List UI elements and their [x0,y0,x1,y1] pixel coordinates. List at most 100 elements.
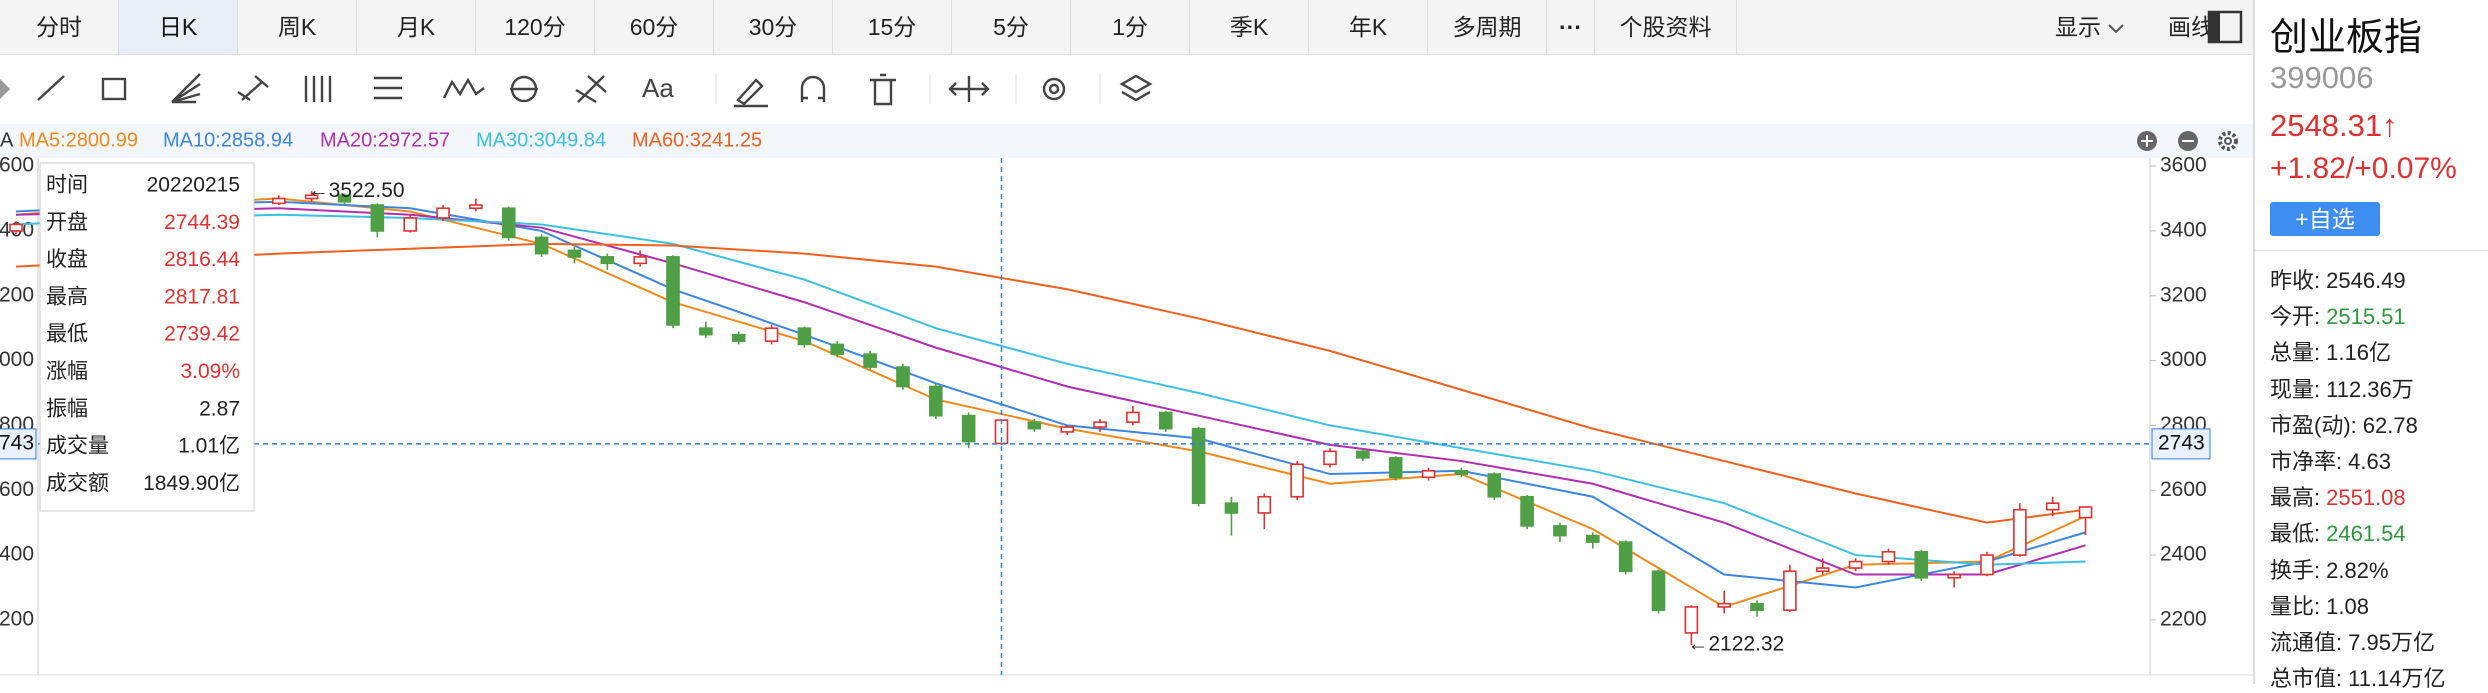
candle-body [1421,469,1436,479]
period-tabs: 分时 日K 周K 月K 120分 60分 30分 15分 5分 1分 季K 年K 多周期 ··· 个股资料 [0,0,2253,55]
stat-label: 换手: [2270,557,2321,583]
text-tool[interactable]: Aa [642,73,674,103]
candle-body [304,194,319,200]
stat-value: 4.63 [2348,449,2391,474]
candle-body [1684,606,1699,634]
extreme-label: ←2122.32 [1687,633,1784,656]
period-tab[interactable]: 多周期 [1428,0,1547,54]
candle-body [863,353,877,368]
sidebar-toggle[interactable] [2206,9,2244,45]
period-tab[interactable]: 季K [1190,0,1309,54]
stat-label: 最低: [2270,521,2321,547]
ma-legend: MA30:3049.84 [476,129,606,151]
candle-body [1487,473,1502,498]
y-tick-label: 2200 [2160,607,2207,630]
legend-marker: A [0,129,14,151]
candle-body [1093,421,1107,428]
stat-row: 昨收: 2546.49 [2270,263,2406,295]
zoom-controls[interactable] [2137,131,2238,151]
tooltip-value: 20220215 [147,174,240,197]
period-tab[interactable]: 30分 [714,0,833,54]
candle-body [797,327,812,346]
candle-body [501,207,516,239]
y-tick-label: 2600 [2160,478,2207,501]
y-tick-label: 3200 [2160,283,2207,306]
candle-body [436,207,450,219]
period-tab[interactable]: 个股资料 [1595,0,1737,54]
period-tab[interactable]: 120分 [476,0,595,54]
draw-line-button[interactable]: 画线 [2168,14,2214,40]
candle-body [1881,551,1896,563]
stock-code: 399006 [2270,60,2374,95]
period-tab[interactable]: 1分 [1071,0,1190,54]
stat-label: 现量: [2270,376,2321,402]
candle-body [699,327,713,336]
candle-body [2045,502,2060,511]
y-tick-label: 3600 [2160,154,2207,177]
candle-body [2013,508,2027,556]
candle-body [1520,495,1534,527]
candle-body [1027,421,1042,430]
chevron [2108,24,2125,34]
stock-change: +1.82/+0.07% [2270,152,2457,185]
period-tab[interactable]: 5分 [952,0,1071,54]
crosshair-label-right: 2743 [2158,431,2205,454]
display-menu[interactable]: 显示 [2055,0,2125,54]
stat-row: 最低: 2461.54 [2270,516,2406,548]
candle-body [764,327,779,342]
period-tab[interactable]: 15分 [833,0,952,54]
period-tab[interactable]: 月K [357,0,476,54]
stat-value: 11.14万亿 [2348,666,2446,692]
y-tick-label-left: 2200 [0,607,34,630]
tooltip-value: 1849.90亿 [143,472,240,495]
tooltip-value: 2744.39 [164,211,240,234]
crosshair-box-left [0,428,37,460]
stat-label: 市净率: [2270,449,2343,474]
watchlist-button[interactable]: +自选 [2270,202,2380,236]
candle-body [337,194,352,203]
y-tick-label-left: 2400 [0,543,34,566]
candle-body [1651,570,1666,611]
candle-body [1158,411,1173,430]
candle-body [9,223,23,232]
stat-label: 最高: [2270,485,2321,511]
period-tab[interactable]: 周K [238,0,357,54]
stock-price: 2548.31↑ [2270,108,2398,143]
candle-body [896,366,910,388]
ma-line [15,242,2086,524]
tooltip-value: 1.01亿 [178,435,240,458]
period-tab[interactable]: ··· [1547,0,1595,54]
stat-value: 1.08 [2326,593,2369,619]
candle-body [1454,469,1469,475]
stat-value: 1.16亿 [2326,340,2391,366]
stock-name: 创业板指 [2270,17,2423,59]
ma-line [15,197,2086,609]
tooltip-label: 最低 [46,323,88,346]
stat-row: 量比: 1.08 [2270,589,2369,621]
y-tick-label-left: 3000 [0,348,34,371]
display-label[interactable]: 显示 [2055,14,2101,40]
stat-label: 流通值: [2270,630,2343,655]
period-tab[interactable]: 年K [1309,0,1428,54]
ma-line [15,207,2086,576]
candle-body [1388,457,1403,479]
extreme-label: ←3522.50 [308,179,405,202]
stat-value: 112.36万 [2326,376,2414,402]
stat-row: 总量: 1.16亿 [2270,335,2391,367]
candle-body [1356,450,1370,459]
candle-body [731,333,746,342]
tooltip [39,162,255,512]
period-tab[interactable]: 60分 [595,0,714,54]
stat-label: 昨收: [2270,268,2321,293]
period-tab[interactable]: 日K [119,0,238,54]
stock-panel: 创业板指 399006 2548.31↑ +1.82/+0.07% +自选 昨收… [2253,0,2488,691]
stat-row: 现量: 112.36万 [2270,372,2414,404]
ma-legend: MA20:2972.57 [320,129,450,151]
y-tick-label: 2400 [2160,543,2207,566]
stat-row: 换手: 2.82% [2270,553,2389,585]
candle-body [600,256,615,265]
period-tab[interactable]: 分时 [0,0,119,54]
stat-value: 2551.08 [2326,485,2406,511]
candle-body [830,343,845,355]
candle-body [469,204,483,210]
